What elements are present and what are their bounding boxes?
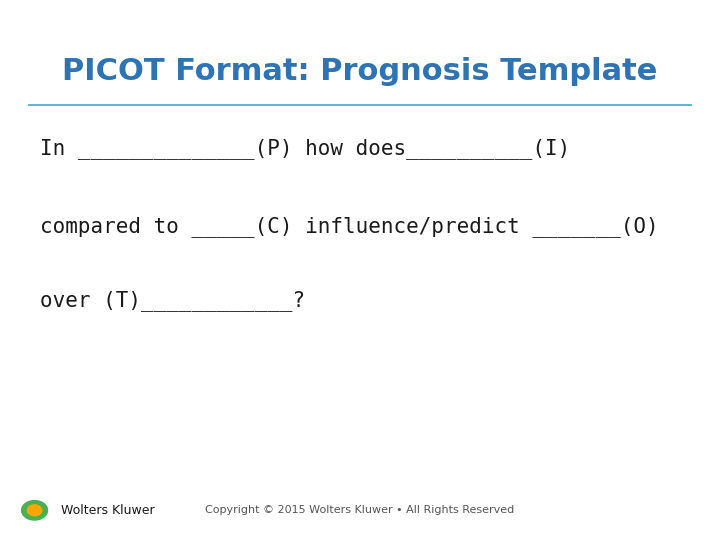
Text: In ______________(P) how does__________(I): In ______________(P) how does__________(…: [40, 138, 570, 159]
Text: PICOT Format: Prognosis Template: PICOT Format: Prognosis Template: [63, 57, 657, 86]
Text: Copyright © 2015 Wolters Kluwer • All Rights Reserved: Copyright © 2015 Wolters Kluwer • All Ri…: [205, 505, 515, 515]
Circle shape: [22, 501, 48, 520]
Circle shape: [27, 505, 42, 516]
Text: Wolters Kluwer: Wolters Kluwer: [61, 504, 155, 517]
Text: over (T)____________?: over (T)____________?: [40, 291, 305, 312]
Text: compared to _____(C) influence/predict _______(O): compared to _____(C) influence/predict _…: [40, 216, 658, 237]
